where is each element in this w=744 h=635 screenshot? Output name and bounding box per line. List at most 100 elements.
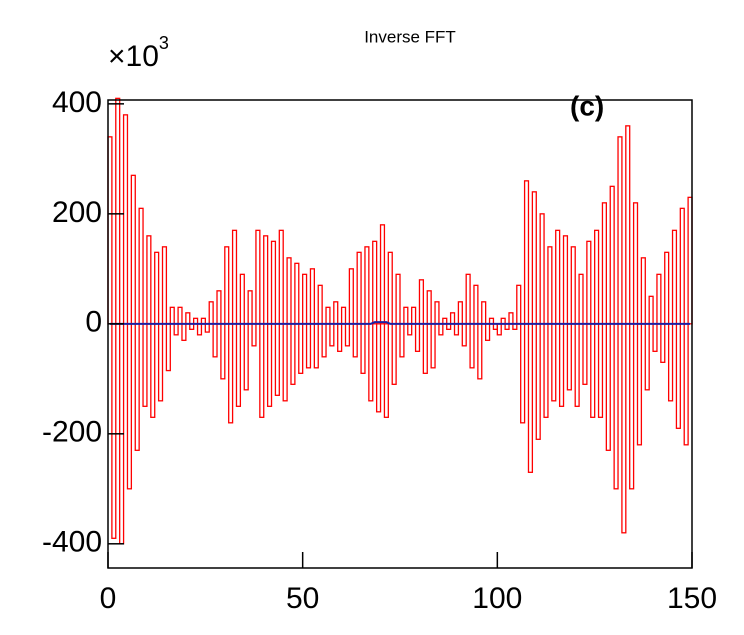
bar <box>520 323 526 424</box>
bar <box>146 235 152 325</box>
bar <box>368 323 374 402</box>
bar <box>629 323 635 490</box>
bar <box>613 323 619 490</box>
y-tick-label: -200 <box>42 416 102 449</box>
x-tick-label: 150 <box>667 582 717 615</box>
bar <box>130 174 136 325</box>
bar <box>333 301 339 325</box>
bar <box>196 323 203 336</box>
bar <box>426 290 432 325</box>
bar <box>566 323 572 391</box>
bar <box>582 323 588 385</box>
bar <box>683 323 689 446</box>
bar <box>586 240 592 325</box>
bar <box>356 251 362 325</box>
x-tick-label: 50 <box>286 582 319 615</box>
plot-area: -400 -200 0 200 400 0 50 100 150 <box>42 86 717 615</box>
bar <box>399 323 405 358</box>
bar <box>150 323 156 418</box>
bar <box>115 97 121 325</box>
bar <box>457 301 463 325</box>
bar <box>664 251 670 325</box>
bar <box>294 262 300 325</box>
y-tick-label: -400 <box>42 526 102 559</box>
bar <box>379 224 386 325</box>
bar <box>231 229 238 325</box>
bar <box>449 312 456 325</box>
bar <box>411 306 417 325</box>
bar <box>531 191 537 325</box>
bar <box>477 323 483 380</box>
bar <box>558 323 565 407</box>
bar <box>259 323 265 418</box>
bar <box>461 323 467 347</box>
bar <box>173 323 179 336</box>
bar <box>395 273 401 325</box>
bar <box>414 323 421 352</box>
bar <box>329 323 335 347</box>
bar <box>438 323 444 336</box>
bar <box>247 290 253 325</box>
bar <box>352 323 358 358</box>
bar <box>543 323 549 418</box>
bar <box>181 323 187 341</box>
bar <box>473 284 479 325</box>
bar <box>142 323 148 407</box>
y-multiplier-base: ×10 <box>108 40 159 73</box>
bar <box>290 323 296 385</box>
bar <box>317 284 323 325</box>
y-tick-label: 0 <box>85 306 102 339</box>
bar <box>648 295 654 325</box>
line <box>109 321 691 325</box>
bar <box>212 323 218 358</box>
bar <box>644 323 650 391</box>
bar <box>508 312 514 325</box>
bar <box>547 246 553 325</box>
bar <box>679 207 685 325</box>
bar <box>539 213 545 325</box>
bar <box>605 323 611 451</box>
bar <box>636 323 643 446</box>
bar <box>177 306 183 325</box>
bar <box>434 301 440 325</box>
y-multiplier: ×103 <box>108 33 169 73</box>
bar <box>251 323 257 347</box>
bar <box>430 323 436 369</box>
bar <box>551 323 557 402</box>
bar <box>609 185 615 325</box>
bar <box>453 323 460 336</box>
y-multiplier-exponent: 3 <box>159 33 169 53</box>
x-tick-label: 100 <box>472 582 522 615</box>
bar <box>340 306 347 325</box>
bar <box>422 323 428 374</box>
bar <box>364 246 370 325</box>
bar <box>481 301 487 325</box>
frame <box>107 99 693 569</box>
bar <box>239 273 245 325</box>
bar <box>562 235 569 325</box>
bar <box>157 323 164 402</box>
bar <box>574 323 580 407</box>
bar <box>383 323 389 418</box>
bar <box>344 323 351 347</box>
bar <box>286 257 292 325</box>
chart-title: Inverse FFT <box>364 27 456 46</box>
bar <box>594 229 600 325</box>
bar <box>134 323 140 451</box>
bar <box>235 323 242 407</box>
bar <box>122 114 129 325</box>
bar <box>348 268 354 325</box>
bar <box>274 323 280 396</box>
bar <box>640 257 646 325</box>
bar <box>652 323 658 352</box>
bar <box>387 251 393 325</box>
bar <box>220 323 226 380</box>
bar <box>321 323 327 358</box>
y-tick-label: 400 <box>52 86 102 119</box>
bar <box>337 323 343 352</box>
bar <box>228 323 234 424</box>
bar <box>126 323 133 490</box>
bar <box>667 323 674 402</box>
bar <box>243 323 249 391</box>
bar <box>169 306 175 325</box>
